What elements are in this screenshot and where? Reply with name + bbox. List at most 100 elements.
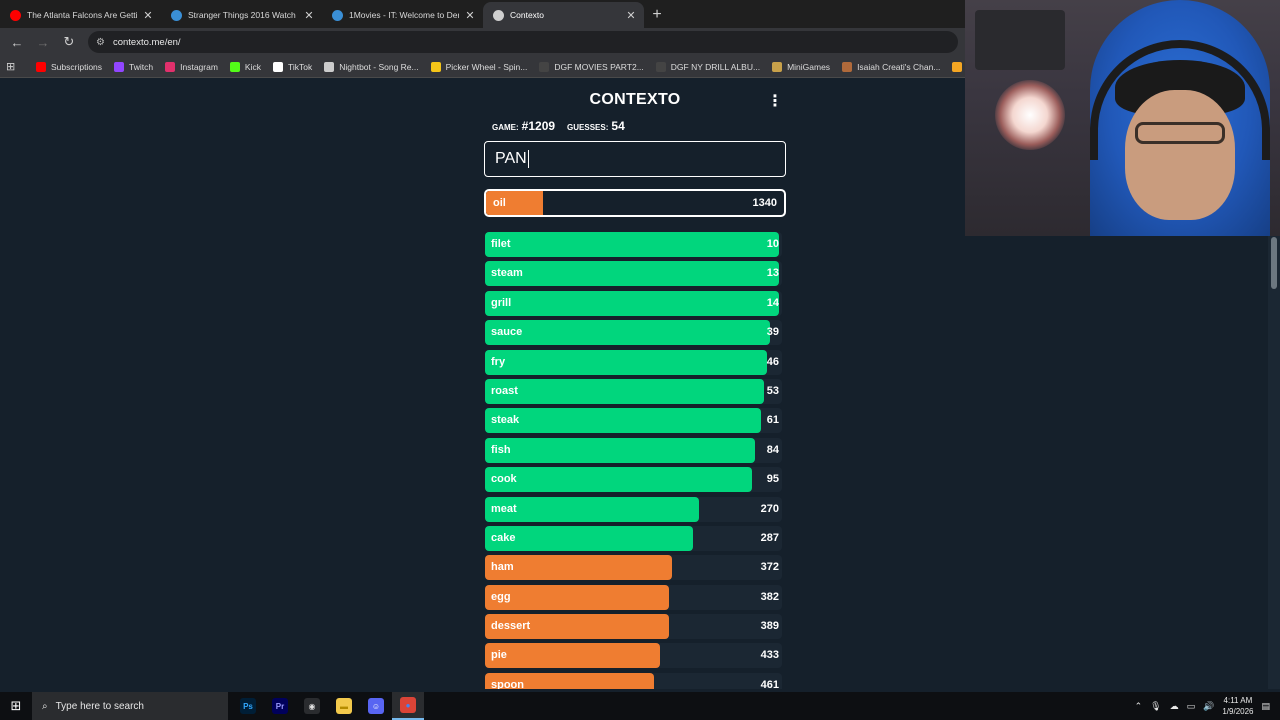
guess-word: meat [491,502,517,515]
cloud-icon[interactable]: ☁ [1169,700,1179,711]
address-bar[interactable]: ⚙ contexto.me/en/ [88,31,958,53]
tab-close-icon[interactable]: ✕ [304,9,314,22]
bookmark-label: DGF NY DRILL ALBU... [670,61,761,72]
guess-distance: 389 [760,620,779,633]
browser-tab[interactable]: Contexto ✕ [483,2,644,28]
guess-word: fry [491,355,506,368]
bookmark-item[interactable]: MiniGames [772,61,831,72]
guess-input[interactable]: PAN [484,141,786,177]
bookmark-item[interactable]: Nightbot - Song Re... [324,61,419,72]
bookmark-label: Nightbot - Song Re... [339,61,419,72]
file-explorer-icon: ▬ [336,698,352,714]
clock-time: 4:11 AM [1223,696,1253,705]
guess-word: ham [491,561,514,574]
bookmark-item[interactable]: DGF MOVIES PART2... [539,61,644,72]
bookmark-label: MiniGames [787,61,831,72]
tab-favicon-icon [493,9,504,21]
guess-distance: 13 [766,267,779,280]
guess-proximity-bar [485,496,699,522]
guess-distance: 382 [760,590,779,603]
guess-proximity-bar [485,643,661,669]
taskbar-app-premiere[interactable]: Pr [264,692,296,720]
guess-word: egg [491,590,511,603]
bookmark-item[interactable]: Isaiah Creati's Chan... [842,61,940,72]
latest-guess-word: oil [493,197,506,209]
guess-distance: 39 [766,326,779,339]
tab-close-icon[interactable]: ✕ [626,9,636,22]
windows-taskbar: ⊞ ⌕ Type here to search Ps Pr ◉ ▬ ☺ ● ⌃ 🎙 ☁ ▭… [0,692,1280,720]
bookmark-item[interactable]: Subscriptions [36,61,103,72]
bookmark-favicon-icon [842,61,853,72]
bookmark-favicon-icon [165,61,176,72]
guess-word: cake [491,531,516,544]
taskbar-clock[interactable]: 4:11 AM 1/9/2026 [1222,695,1253,717]
tab-close-icon[interactable]: ✕ [465,9,475,22]
reload-icon[interactable]: ↻ [63,34,75,49]
microphone-icon[interactable]: 🎙 [1150,700,1162,711]
guess-row: roast 53 [485,378,782,404]
game-label: GAME: [492,123,519,132]
tab-close-icon[interactable]: ✕ [143,9,153,22]
guess-word: roast [491,384,518,397]
bookmark-favicon-icon [36,61,46,72]
chrome-icon: ● [400,697,416,713]
more-menu-icon[interactable]: ⋮ [767,93,783,110]
bookmark-label: Subscriptions [51,61,103,72]
windows-start-icon[interactable]: ⊞ [10,698,22,713]
tab-title: Stranger Things 2016 Watch Or [188,10,298,20]
bookmark-item[interactable]: DGF NY DRILL ALBU... [655,61,761,72]
scrollbar-thumb[interactable] [1271,237,1277,289]
guess-distance: 461 [760,678,779,689]
notifications-icon[interactable]: ▤ [1261,700,1270,711]
bookmark-item[interactable]: Instagram [165,61,218,72]
network-icon[interactable]: ▭ [1186,700,1196,711]
bookmark-item[interactable]: Picker Wheel - Spin... [430,61,527,72]
taskbar-app-chrome[interactable]: ● [392,692,424,720]
guess-row: spoon 461 [485,672,782,689]
guesses-label: GUESSES: [567,123,609,132]
bookmark-favicon-icon [430,61,441,72]
bookmark-label: Instagram [180,61,218,72]
forward-icon[interactable]: → [36,34,50,50]
guess-row: dessert 389 [485,614,782,640]
text-caret [527,150,529,168]
browser-tab[interactable]: The Atlanta Falcons Are Getting ✕ [0,2,161,28]
bookmark-favicon-icon [229,61,240,72]
bookmark-label: Twitch [129,61,154,72]
guess-distance: 10 [766,238,779,250]
browser-tab[interactable]: 1Movies - IT: Welcome to Derry ✕ [322,2,483,28]
volume-icon[interactable]: 🔊 [1203,700,1215,711]
guess-distance: 372 [760,561,779,574]
bookmark-item[interactable]: TikTok [272,61,313,72]
bookmark-label: TikTok [287,61,313,72]
latest-guess-bar [486,191,543,215]
bookmark-favicon-icon [272,61,283,72]
tray-chevron-icon[interactable]: ⌃ [1134,700,1143,711]
guess-row: cake 287 [485,525,782,551]
guess-word: cook [491,473,517,486]
taskbar-app-obs[interactable]: ◉ [296,692,328,720]
taskbar-app-file-explorer[interactable]: ▬ [328,692,360,720]
bookmark-item[interactable]: Twitch [114,61,154,72]
taskbar-search[interactable]: ⌕ Type here to search [32,692,228,720]
guess-distance: 14 [766,296,779,309]
new-tab-icon[interactable]: + [652,6,662,23]
guess-proximity-bar [485,555,673,581]
bookmark-favicon-icon [655,61,666,72]
obs-icon: ◉ [304,698,320,714]
guess-row: fish 84 [485,437,782,463]
taskbar-app-photoshop[interactable]: Ps [232,692,264,720]
apps-grid-icon[interactable]: ⊞ [6,61,16,73]
guess-distance: 433 [760,649,779,662]
bookmark-item[interactable]: Kick [229,61,261,72]
browser-tab[interactable]: Stranger Things 2016 Watch Or ✕ [161,2,322,28]
tab-favicon-icon [10,9,21,21]
bookmark-favicon-icon [772,61,783,72]
guess-row: grill 14 [485,290,782,316]
site-info-icon[interactable]: ⚙ [96,36,105,48]
taskbar-app-discord[interactable]: ☺ [360,692,392,720]
guess-word: sauce [491,326,523,339]
bookmark-label: DGF MOVIES PART2... [554,61,644,72]
back-icon[interactable]: ← [10,34,24,50]
guess-proximity-bar [485,261,780,287]
